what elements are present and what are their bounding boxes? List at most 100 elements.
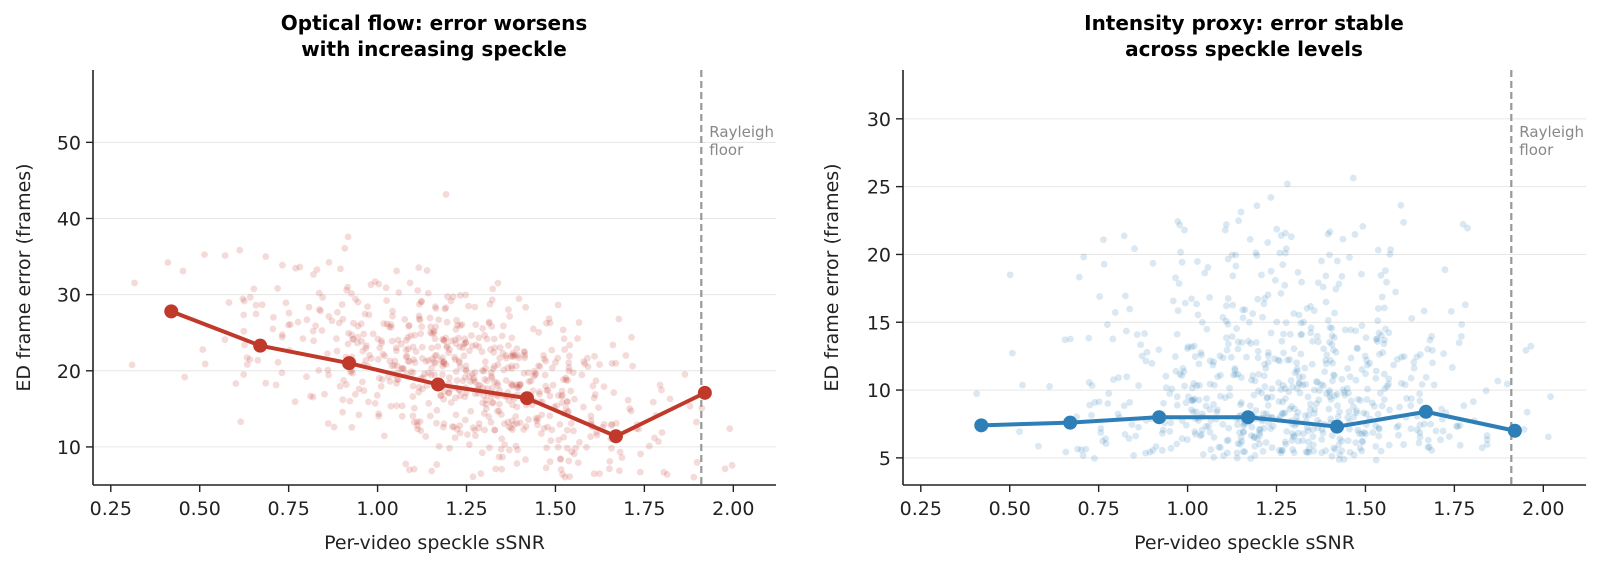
intensity-scatter-point [1432,427,1440,435]
intensity-scatter-point [1252,339,1260,346]
optical-scatter-point [453,377,461,384]
intensity-scatter-point [1197,349,1205,357]
optical-scatter-point [568,448,576,456]
intensity-scatter-point [1469,398,1477,406]
intensity-scatter-point [1182,399,1190,407]
optical-scatter-point [570,450,578,458]
intensity-scatter-point [1082,445,1090,453]
optical-scatter-point [531,371,539,379]
optical-scatter-point [515,295,523,303]
optical-scatter-point [516,381,524,388]
intensity-scatter-point [1149,447,1157,454]
intensity-scatter-point [1326,393,1334,401]
intensity-scatter-point [1290,432,1298,440]
optical-scatter-point [417,427,425,435]
intensity-y-tick-label: 20 [867,244,891,266]
optical-scatter-point [364,303,371,311]
optical-scatter-point [335,319,343,327]
optical-scatter-point [201,360,209,368]
optical-scatter-point [433,406,441,414]
intensity-scatter-point [1335,280,1343,288]
optical-scatter-point [409,343,417,351]
intensity-scatter-point [1309,337,1317,345]
intensity-scatter-point [1369,429,1377,436]
intensity-scatter-point [1319,429,1327,437]
intensity-scatter-point [1243,353,1250,361]
intensity-scatter-point [1377,271,1385,279]
intensity-scatter-point [1191,428,1199,436]
intensity-scatter-point [1407,374,1415,382]
intensity-scatter-point [1380,370,1388,378]
intensity-scatter-point [1375,424,1383,432]
optical-scatter-point [355,411,363,419]
optical-scatter-point [426,314,434,322]
optical-scatter-point [482,400,490,408]
intensity-scatter-point [1264,352,1272,360]
intensity-scatter-point [1382,267,1389,275]
optical-scatter-point [489,384,496,392]
optical-scatter-point [477,470,485,477]
optical-scatter-point [448,337,455,345]
optical-scatter-point [690,473,698,481]
optical-scatter-point [439,335,447,343]
optical-scatter-point [512,442,520,450]
intensity-scatter-point [1176,370,1184,378]
intensity-scatter-point [1262,364,1270,372]
optical-scatter-point [529,387,537,395]
intensity-scatter-point [1354,395,1362,403]
intensity-scatter-point [1374,410,1382,418]
intensity-scatter-point [1233,325,1240,332]
optical-scatter-point [555,436,563,444]
optical-scatter-point [405,322,413,329]
optical-scatter-point [387,323,395,331]
intensity-x-tick-label: 1.75 [1433,498,1475,520]
intensity-scatter-point [1223,346,1231,354]
intensity-scatter-point [1281,409,1289,417]
optical-scatter-point [405,357,413,365]
optical-scatter-point [286,321,294,328]
intensity-scatter-point [1483,441,1491,448]
optical-scatter-point [410,356,417,363]
intensity-scatter-point [1066,335,1074,343]
intensity-scatter-point [1120,232,1128,240]
intensity-scatter-point [1137,341,1145,349]
intensity-scatter-point [1223,437,1231,445]
optical-scatter-point [487,418,495,426]
intensity-scatter-point [1255,426,1263,434]
intensity-scatter-point [1258,271,1265,279]
intensity-scatter-point [1334,413,1342,421]
optical-scatter-point [645,442,653,450]
intensity-scatter-point [1416,421,1424,429]
intensity-scatter-point [1360,428,1368,436]
optical-rayleigh-floor-label: floor [709,141,744,159]
intensity-scatter-point [1307,324,1315,332]
intensity-scatter-point [1383,382,1391,390]
intensity-scatter-point [1324,317,1332,324]
optical-scatter-point [547,437,555,444]
optical-scatter-point [522,423,530,430]
optical-scatter-point [437,356,445,364]
optical-scatter-point [666,395,674,403]
intensity-scatter-point [1314,338,1322,346]
optical-scatter-point [513,381,520,389]
optical-scatter-point [532,370,540,377]
intensity-scatter-point [1205,422,1212,430]
optical-scatter-point [542,464,550,472]
optical-scatter-point [543,444,551,452]
optical-scatter-point [483,377,491,385]
intensity-x-tick-label: 1.25 [1255,498,1297,520]
optical-scatter-point [481,426,488,434]
intensity-scatter-point [1295,380,1303,388]
intensity-scatter-point [1429,359,1436,367]
intensity-scatter-point [1202,402,1210,410]
optical-scatter-point [462,366,470,374]
intensity-scatter-point [1309,433,1317,440]
optical-scatter-point [608,444,615,452]
intensity-scatter-point [1287,233,1295,241]
optical-scatter-point [343,286,351,294]
optical-scatter-point [462,339,469,347]
optical-scatter-point [371,399,379,407]
intensity-scatter-point [1228,251,1236,259]
optical-scatter-point [282,299,290,307]
intensity-scatter-point [1385,441,1393,449]
